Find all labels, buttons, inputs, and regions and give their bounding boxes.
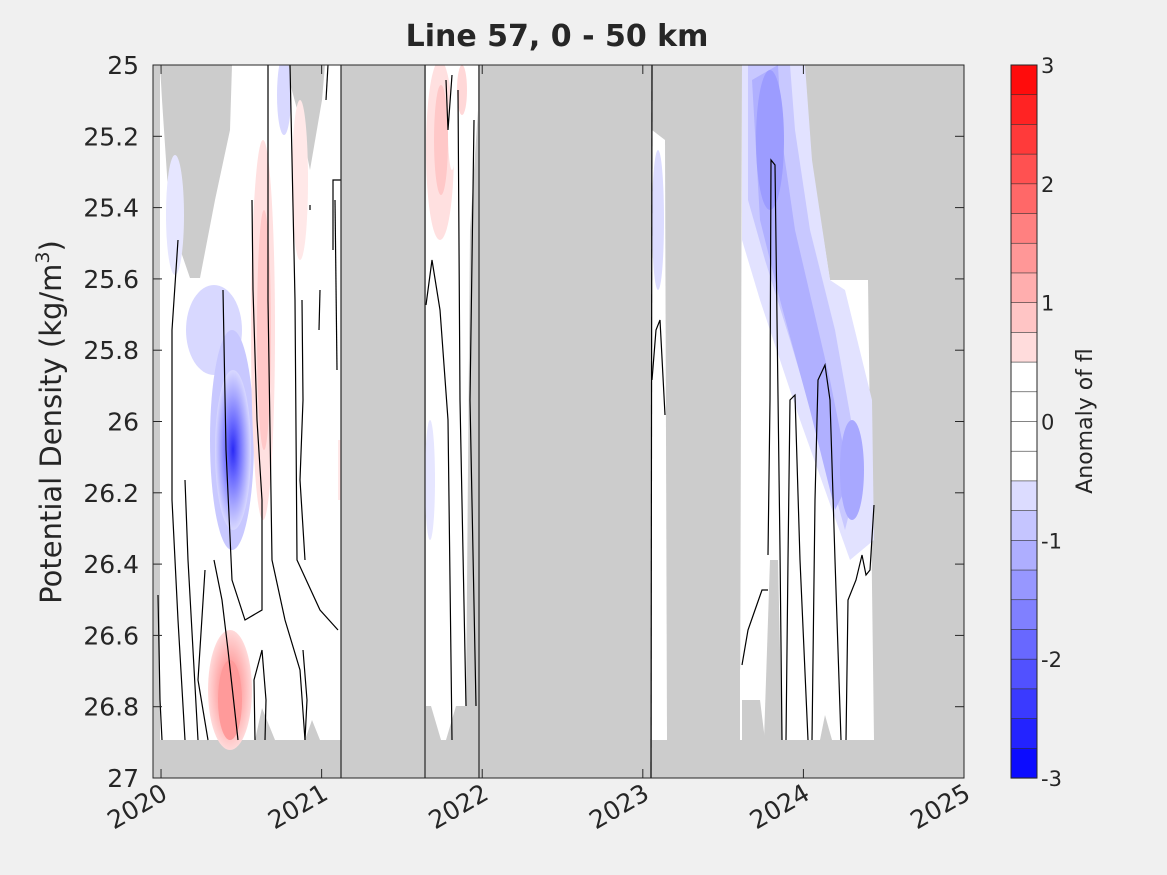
colorbar-label: Anomaly of fl <box>1073 348 1098 494</box>
colorbar-swatch <box>1010 183 1038 215</box>
colorbar-swatch <box>1010 747 1038 779</box>
colorbar-frame <box>1010 64 1038 779</box>
x-tick-label: 2024 <box>745 778 815 835</box>
x-tick-label: 2021 <box>263 778 333 835</box>
y-tick-label: 26.4 <box>83 550 139 579</box>
y-tick-label: 26 <box>107 408 139 437</box>
contour-lines <box>157 65 875 778</box>
colorbar-tick-label: 2 <box>1041 173 1054 197</box>
colorbar-swatch <box>1010 569 1038 601</box>
data-section-2023 <box>652 130 667 740</box>
colorbar-swatch <box>1010 213 1038 244</box>
colorbar-swatch <box>1010 153 1038 185</box>
y-axis-label: Potential Density (kg/m3) <box>32 240 68 604</box>
colorbar-swatch <box>1010 629 1038 660</box>
colorbar-tick-label: -2 <box>1041 648 1062 672</box>
x-tick-label: 2025 <box>905 778 975 835</box>
y-tick-label: 25.2 <box>83 122 139 151</box>
y-tick-label: 27 <box>107 764 139 793</box>
x-tick-label: 2023 <box>584 778 654 835</box>
section-separators <box>340 65 480 778</box>
y-tick-label: 25.8 <box>83 336 139 365</box>
y-tick-label: 26.6 <box>83 621 139 650</box>
colorbar-swatch <box>1010 510 1038 541</box>
colorbar-swatch <box>1010 480 1038 512</box>
y-tick-label: 25 <box>107 51 139 80</box>
x-tick-label: 2022 <box>424 778 494 835</box>
y-tick-label: 25.6 <box>83 265 139 294</box>
colorbar-swatch <box>1010 450 1038 482</box>
y-axis-label-superscript: 3 <box>32 251 54 263</box>
colorbar-tick-label: -3 <box>1041 767 1062 791</box>
colorbar-swatch <box>1010 94 1038 126</box>
colorbar-tick-label: 0 <box>1041 411 1054 435</box>
colorbar-swatch <box>1010 688 1038 720</box>
colorbar-swatch <box>1010 272 1038 304</box>
colorbar-swatch <box>1010 64 1038 96</box>
colorbar: 3 2 1 0 -1 -2 -3 <box>1010 54 1062 791</box>
colorbar-swatch <box>1010 124 1038 155</box>
y-tick-label: 26.8 <box>83 693 139 722</box>
plot-area <box>153 65 964 778</box>
colorbar-swatch <box>1010 658 1038 690</box>
colorbar-swatch <box>1010 718 1038 749</box>
colorbar-swatch <box>1010 391 1038 423</box>
y-tick-label: 26.2 <box>83 479 139 508</box>
colorbar-swatch <box>1010 361 1038 393</box>
colorbar-swatch <box>1010 332 1038 363</box>
data-section-2024 <box>740 65 874 740</box>
colorbar-swatch <box>1010 302 1038 333</box>
colorbar-swatch <box>1010 242 1038 274</box>
y-tick-label: 25.4 <box>83 194 139 223</box>
colorbar-swatch <box>1010 540 1038 571</box>
chart-title: Line 57, 0 - 50 km <box>406 19 709 54</box>
colorbar-swatch <box>1010 421 1038 452</box>
colorbar-tick-label: -1 <box>1041 529 1062 553</box>
colorbar-swatch <box>1010 599 1038 631</box>
y-axis: 25 25.2 25.4 25.6 25.8 26 26.2 26.4 26.6 26.8 27 <box>83 51 964 793</box>
colorbar-tick-label: 1 <box>1041 292 1054 316</box>
y-axis-label-close: ) <box>34 240 68 251</box>
colorbar-tick-label: 3 <box>1041 54 1054 78</box>
